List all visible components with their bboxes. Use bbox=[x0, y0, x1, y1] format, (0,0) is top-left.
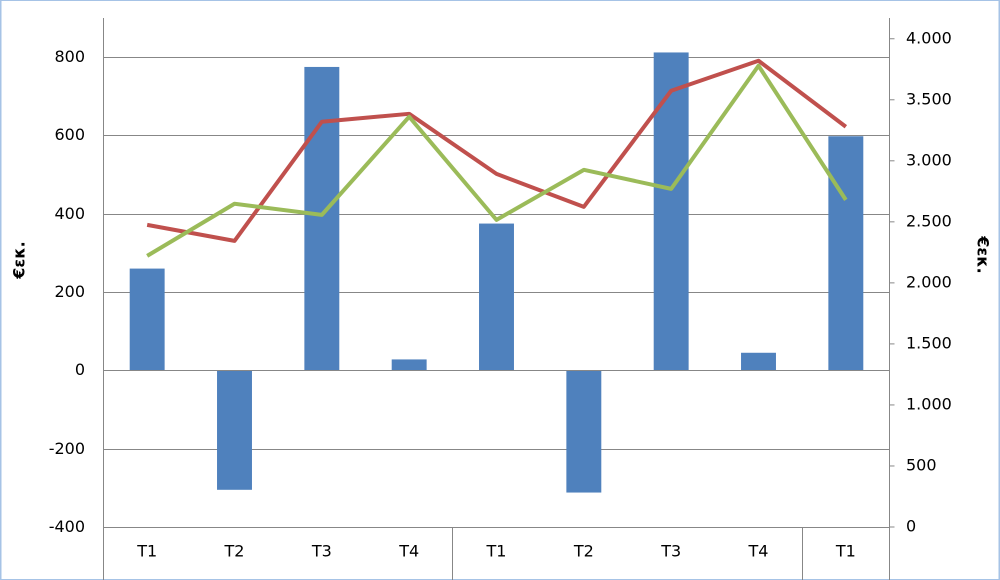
y2-tick-label: 3.500 bbox=[906, 89, 952, 108]
category-separators bbox=[103, 18, 890, 580]
y2-tick-label: 3.000 bbox=[906, 150, 952, 169]
bar bbox=[741, 352, 776, 371]
y2-tick-label: 2.500 bbox=[906, 211, 952, 230]
bar bbox=[304, 66, 340, 371]
y2-tick-label: 1.000 bbox=[906, 394, 952, 413]
y2-tick-label: 2.000 bbox=[906, 272, 952, 291]
line-series bbox=[146, 58, 848, 243]
x-tick-label: T1 bbox=[486, 542, 507, 561]
x-tick-label: T3 bbox=[311, 542, 332, 561]
x-tick-label: T1 bbox=[136, 542, 157, 561]
y-tick-label: 800 bbox=[54, 47, 85, 66]
x-tick-label: T2 bbox=[573, 542, 594, 561]
x-tick-label: T1 bbox=[835, 542, 856, 561]
y-tick-label: 200 bbox=[54, 282, 85, 301]
x-tick-label: T4 bbox=[748, 542, 769, 561]
y-tick-label: -200 bbox=[49, 439, 85, 458]
y-tick-label: 400 bbox=[54, 204, 85, 223]
line-series bbox=[146, 63, 848, 258]
y-tick-label: -400 bbox=[49, 517, 85, 536]
bar bbox=[828, 136, 864, 371]
bar bbox=[566, 370, 602, 493]
y2-tick-label: 4.000 bbox=[906, 28, 952, 47]
y2-tick-label: 500 bbox=[906, 455, 937, 474]
x-tick-label: T4 bbox=[398, 542, 419, 561]
bar bbox=[391, 359, 427, 371]
y2-tick-label: 0 bbox=[906, 517, 916, 536]
bar bbox=[217, 370, 252, 490]
bar bbox=[129, 268, 165, 371]
y2-tick-label: 1.500 bbox=[906, 333, 952, 352]
x-tick-label: T2 bbox=[224, 542, 245, 561]
bar bbox=[653, 52, 689, 371]
y-tick-label: 0 bbox=[75, 360, 85, 379]
x-tick-label: T3 bbox=[660, 542, 681, 561]
y-axis-label: €εκ. bbox=[10, 241, 29, 279]
bar bbox=[479, 223, 514, 371]
y-tick-label: 600 bbox=[54, 125, 85, 144]
y2-axis-label: €εκ. bbox=[974, 235, 993, 273]
